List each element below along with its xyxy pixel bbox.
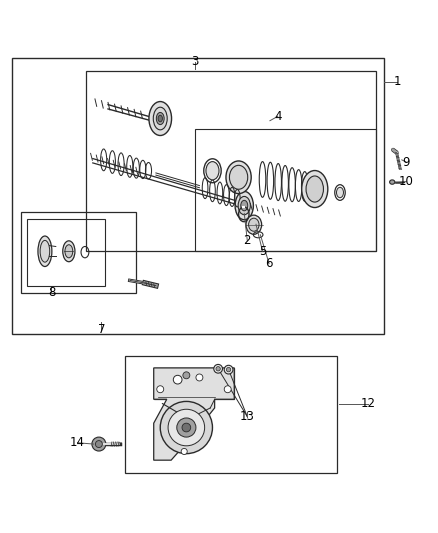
Circle shape: [224, 365, 233, 374]
Text: 13: 13: [240, 410, 255, 423]
Ellipse shape: [246, 215, 261, 235]
Ellipse shape: [238, 197, 251, 215]
Ellipse shape: [249, 218, 259, 231]
Ellipse shape: [226, 161, 251, 193]
Ellipse shape: [65, 245, 73, 258]
Circle shape: [92, 437, 106, 451]
Text: 3: 3: [191, 55, 199, 68]
Ellipse shape: [158, 115, 162, 122]
Circle shape: [214, 365, 223, 373]
Bar: [154, 368, 234, 399]
Ellipse shape: [230, 165, 248, 189]
Text: 1: 1: [394, 75, 401, 88]
Polygon shape: [154, 368, 234, 460]
Ellipse shape: [40, 240, 49, 262]
Circle shape: [177, 418, 196, 437]
Ellipse shape: [235, 191, 253, 220]
Text: 10: 10: [399, 175, 413, 188]
Ellipse shape: [63, 241, 75, 262]
Circle shape: [182, 423, 191, 432]
Bar: [21, 212, 136, 293]
Bar: [86, 71, 376, 251]
Circle shape: [216, 367, 220, 371]
Text: 5: 5: [259, 245, 266, 258]
Text: 4: 4: [274, 110, 282, 123]
Ellipse shape: [306, 176, 323, 202]
Ellipse shape: [38, 236, 52, 266]
Circle shape: [95, 441, 102, 448]
Text: 7: 7: [98, 323, 105, 336]
Circle shape: [224, 386, 231, 393]
Circle shape: [183, 372, 190, 379]
Bar: [12, 58, 385, 334]
Text: 9: 9: [403, 156, 410, 168]
Ellipse shape: [336, 187, 343, 198]
Text: 8: 8: [48, 286, 55, 299]
Ellipse shape: [390, 180, 395, 184]
Ellipse shape: [149, 102, 172, 135]
Circle shape: [157, 386, 164, 393]
Circle shape: [196, 374, 203, 381]
Text: 6: 6: [265, 257, 273, 270]
Text: 12: 12: [361, 397, 376, 410]
Circle shape: [181, 448, 187, 455]
Ellipse shape: [156, 112, 164, 125]
Ellipse shape: [206, 161, 219, 180]
Circle shape: [168, 409, 205, 446]
Ellipse shape: [241, 200, 248, 211]
Ellipse shape: [302, 171, 328, 207]
Circle shape: [160, 401, 212, 454]
Circle shape: [226, 367, 231, 372]
Bar: [27, 219, 105, 286]
Circle shape: [173, 375, 182, 384]
Ellipse shape: [153, 107, 167, 130]
Text: 2: 2: [244, 234, 251, 247]
Bar: [195, 130, 376, 251]
Text: 14: 14: [70, 437, 85, 449]
Bar: [125, 356, 336, 473]
